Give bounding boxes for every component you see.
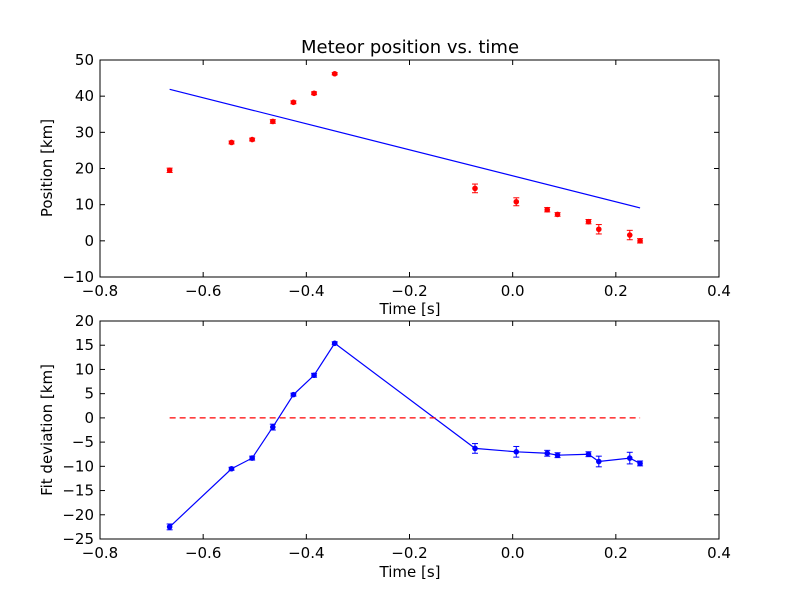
y-tick-label: −5 [72, 433, 94, 451]
x-tick-label: −0.2 [391, 544, 427, 562]
y-tick-label: 20 [75, 312, 94, 330]
x-tick-label: −0.6 [185, 544, 221, 562]
x-tick-label: −0.2 [391, 282, 427, 300]
y-tick-label: 15 [75, 336, 94, 354]
data-point [249, 136, 255, 143]
data-point [472, 445, 478, 452]
data-point [626, 232, 633, 238]
y-tick-label: −15 [62, 482, 94, 500]
data-point [166, 167, 173, 174]
data-point [249, 455, 255, 461]
position-marks [166, 70, 644, 244]
y-tick-label: 0 [84, 409, 94, 427]
deviation-marks [166, 340, 644, 531]
data-point [596, 458, 602, 465]
y-axis-label: Fit deviation [km] [38, 364, 56, 496]
x-tick-label: −0.8 [82, 544, 118, 562]
y-tick-label: 0 [84, 232, 94, 250]
data-point [472, 185, 478, 192]
y-tick-label: 20 [75, 160, 94, 178]
x-tick-label: −0.8 [82, 282, 118, 300]
y-tick-label: −10 [62, 268, 94, 286]
y-axis-label: Position [km] [38, 119, 56, 217]
data-point [637, 460, 643, 467]
y-tick-label: −25 [62, 530, 94, 548]
y-tick-label: 5 [84, 385, 94, 403]
x-tick-label: 0.2 [604, 544, 628, 562]
x-tick-label: −0.6 [185, 282, 221, 300]
x-tick-label: 0.0 [501, 544, 525, 562]
x-tick-label: 0.0 [501, 282, 525, 300]
y-tick-label: −10 [62, 457, 94, 475]
deviation-plot: −0.8 −0.6 −0.4 −0.2 0.0 0.2 0.4 −25 −20 −15 −10 −5 0… [38, 312, 731, 581]
data-point [311, 90, 317, 97]
data-point [311, 372, 317, 379]
data-point [596, 226, 602, 233]
y-tick-label: −20 [62, 506, 94, 524]
data-point [544, 450, 551, 457]
data-point [270, 118, 276, 125]
data-point [637, 238, 643, 244]
chart-title: Meteor position vs. time [301, 37, 519, 58]
data-point [544, 206, 551, 213]
data-point [626, 455, 633, 461]
data-point [554, 211, 561, 218]
x-tick-label: 0.4 [707, 544, 731, 562]
y-tick-label: 40 [75, 87, 94, 105]
data-point [585, 218, 592, 225]
position-ticks: −0.8 −0.6 −0.4 −0.2 0.0 0.2 0.4 −10 0 10 20 30 40 50 [62, 51, 731, 300]
data-point [166, 524, 173, 530]
position-plot: Meteor position vs. time −0.8 −0.6 −0.4 −0.… [38, 37, 731, 318]
data-point [290, 99, 297, 106]
y-tick-label: 50 [75, 51, 94, 69]
x-axis-label: Time [s] [379, 300, 441, 318]
data-point [513, 198, 520, 205]
data-point [554, 452, 561, 458]
data-point [513, 449, 520, 455]
data-point [228, 139, 235, 146]
data-point [228, 465, 235, 472]
x-axis-label: Time [s] [379, 563, 441, 581]
x-tick-label: −0.4 [288, 544, 324, 562]
x-tick-label: 0.2 [604, 282, 628, 300]
x-tick-label: −0.4 [288, 282, 324, 300]
x-tick-label: 0.4 [707, 282, 731, 300]
data-point [331, 70, 338, 77]
data-point [290, 391, 297, 398]
fit-line [169, 88, 641, 209]
data-point [585, 451, 592, 458]
y-tick-label: 30 [75, 123, 94, 141]
deviation-ticks: −0.8 −0.6 −0.4 −0.2 0.0 0.2 0.4 −25 −20 −15 −10 −5 0… [62, 312, 731, 562]
data-point [331, 340, 338, 347]
data-point [270, 424, 276, 430]
y-tick-label: 10 [75, 196, 94, 214]
y-tick-label: 10 [75, 360, 94, 378]
